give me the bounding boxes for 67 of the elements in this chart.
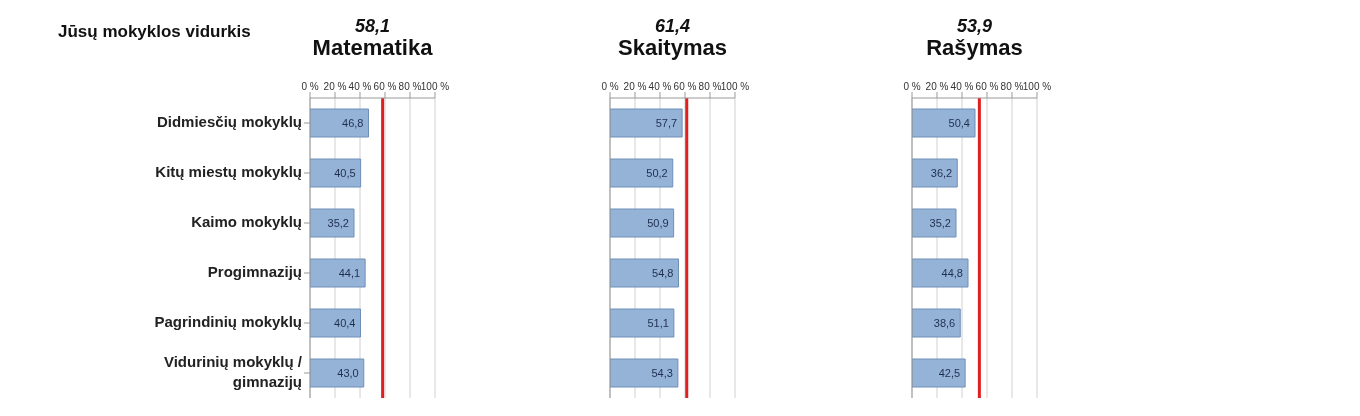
- bar: [610, 158, 674, 188]
- chart-title: Skaitymas: [617, 35, 728, 60]
- data-label: 40,4: [334, 316, 356, 329]
- bar: [912, 258, 969, 288]
- bar: [912, 358, 966, 388]
- data-label: 35,2: [929, 216, 951, 229]
- chart-subtitle: 53,9: [955, 16, 993, 36]
- bar: [310, 258, 366, 288]
- x-tick-label: 80 %: [1000, 81, 1024, 92]
- x-tick-label: 60 %: [975, 81, 999, 92]
- data-label: 54,8: [652, 266, 674, 279]
- bar: [912, 208, 957, 238]
- x-tick-label: 100 %: [720, 81, 750, 92]
- x-tick-label: 60 %: [673, 81, 697, 92]
- data-label: 43,0: [337, 366, 359, 379]
- data-label: 40,5: [334, 166, 356, 179]
- bar: [310, 358, 365, 388]
- data-label: 42,5: [938, 366, 961, 379]
- bar: [310, 108, 369, 138]
- data-label: 38,6: [933, 316, 956, 329]
- chart-title: Rašymas: [925, 35, 1024, 60]
- data-label: 57,7: [655, 116, 678, 129]
- chart-subtitle: 61,4: [653, 16, 691, 36]
- y-tick-label: Progimnazijų: [207, 262, 302, 280]
- chart-title: Matematika: [311, 35, 434, 60]
- y-tick-label: Pagrindinių mokyklų: [154, 312, 302, 330]
- bar: [610, 308, 675, 338]
- x-tick-label: 40 %: [348, 81, 372, 92]
- y-tick-label: Kaimo mokyklų: [191, 212, 302, 230]
- text: Jūsų mokyklos vidurkis: [58, 22, 251, 42]
- data-label: 51,1: [647, 316, 669, 329]
- y-tick-label: Didmiesčių mokyklų: [156, 112, 302, 130]
- x-tick-label: 40 %: [950, 81, 974, 92]
- bar: [912, 158, 958, 188]
- bar: [310, 208, 355, 238]
- bar: [610, 208, 675, 238]
- x-tick-label: 20 %: [623, 81, 647, 92]
- x-tick-label: 40 %: [648, 81, 672, 92]
- x-tick-label: 0 %: [903, 81, 921, 92]
- y-tick-label: Kitų miestų mokyklų: [155, 162, 302, 180]
- data-label: 44,8: [941, 266, 963, 279]
- data-label: 36,2: [930, 166, 953, 179]
- data-label: 50,9: [647, 216, 669, 229]
- bar: [610, 358, 679, 388]
- bar: [310, 158, 362, 188]
- chart-subtitle: 58,1: [353, 16, 391, 36]
- x-tick-label: 0 %: [301, 81, 319, 92]
- x-tick-label: 80 %: [398, 81, 422, 92]
- x-tick-label: 60 %: [373, 81, 397, 92]
- x-tick-label: 0 %: [601, 81, 619, 92]
- bar: [610, 108, 683, 138]
- x-tick-label: 100 %: [420, 81, 450, 92]
- data-label: 54,3: [651, 366, 673, 379]
- data-label: 44,1: [338, 266, 361, 279]
- y-tick-label: Vidurinių mokyklų / gimnazijų: [163, 352, 303, 390]
- data-label: 46,8: [342, 116, 364, 129]
- data-label: 50,2: [646, 166, 668, 179]
- bar: [912, 108, 976, 138]
- data-label: 35,2: [327, 216, 349, 229]
- x-tick-label: 20 %: [323, 81, 347, 92]
- data-label: 50,4: [948, 116, 970, 129]
- x-tick-label: 20 %: [925, 81, 949, 92]
- bar: [912, 308, 961, 338]
- bar: [310, 308, 361, 338]
- x-tick-label: 80 %: [698, 81, 722, 92]
- x-tick-label: 100 %: [1022, 81, 1052, 92]
- bar: [610, 258, 679, 288]
